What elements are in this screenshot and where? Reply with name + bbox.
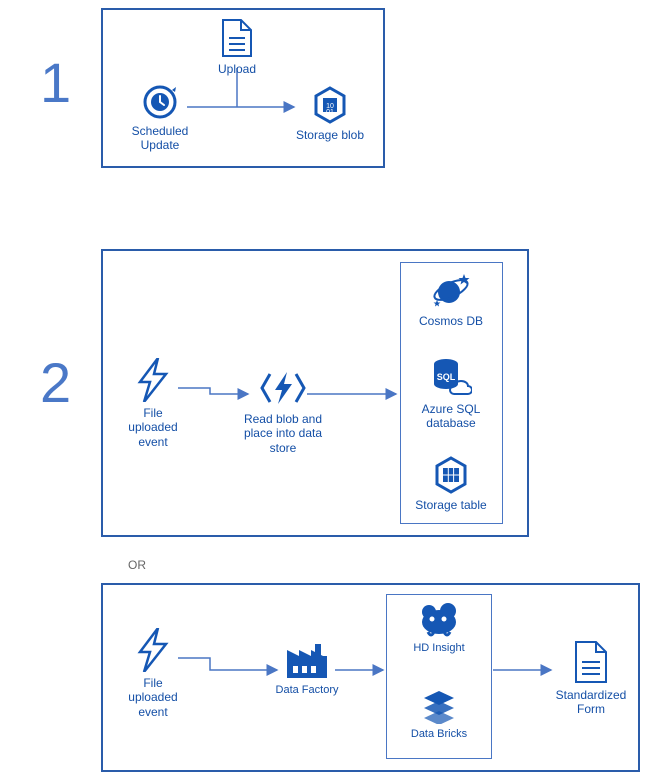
file-uploaded-2a-node: File uploaded event: [118, 358, 188, 449]
data-factory-icon: [285, 642, 329, 680]
svg-text:SQL: SQL: [437, 372, 456, 382]
cosmos-db-label: Cosmos DB: [411, 314, 491, 328]
or-label: OR: [128, 558, 146, 572]
file-uploaded-2a-label: File uploaded event: [118, 406, 188, 449]
cosmos-db-node: Cosmos DB: [411, 270, 491, 328]
azure-sql-node: SQL Azure SQL database: [411, 356, 491, 431]
section-number-2: 2: [40, 350, 71, 415]
document-icon: [574, 640, 608, 684]
standardized-form-label: Standardized Form: [548, 688, 634, 717]
document-icon: [221, 18, 253, 58]
data-factory-node: Data Factory: [272, 642, 342, 697]
storage-table-icon: [434, 456, 468, 494]
scheduled-update-node: Scheduled Update: [125, 84, 195, 153]
data-factory-label: Data Factory: [272, 684, 342, 697]
standardized-form-node: Standardized Form: [548, 640, 634, 717]
scheduled-update-label: Scheduled Update: [125, 124, 195, 153]
hdinsight-icon: [418, 602, 460, 638]
file-uploaded-2b-node: File uploaded event: [118, 628, 188, 719]
section-number-1: 1: [40, 50, 71, 115]
hdinsight-node: HD Insight: [399, 602, 479, 655]
cosmos-db-icon: [431, 270, 471, 310]
upload-label: Upload: [212, 62, 262, 76]
storage-blob-label: Storage blob: [290, 128, 370, 142]
scheduled-update-icon: [142, 84, 178, 120]
databricks-icon: [421, 688, 457, 724]
hdinsight-label: HD Insight: [399, 642, 479, 655]
lightning-icon: [136, 628, 170, 672]
read-blob-label: Read blob and place into data store: [243, 412, 323, 455]
azure-sql-icon: SQL: [430, 356, 472, 398]
lightning-icon: [136, 358, 170, 402]
storage-blob-icon: 10 01: [313, 86, 347, 124]
svg-text:01: 01: [326, 109, 334, 116]
storage-table-node: Storage table: [411, 456, 491, 512]
azure-function-icon: [260, 368, 306, 408]
storage-blob-node: 10 01 Storage blob: [290, 86, 370, 142]
file-uploaded-2b-label: File uploaded event: [118, 676, 188, 719]
azure-sql-label: Azure SQL database: [411, 402, 491, 431]
upload-node: Upload: [212, 18, 262, 76]
read-blob-node: Read blob and place into data store: [243, 368, 323, 455]
storage-table-label: Storage table: [411, 498, 491, 512]
databricks-label: Data Bricks: [399, 728, 479, 741]
databricks-node: Data Bricks: [399, 688, 479, 741]
